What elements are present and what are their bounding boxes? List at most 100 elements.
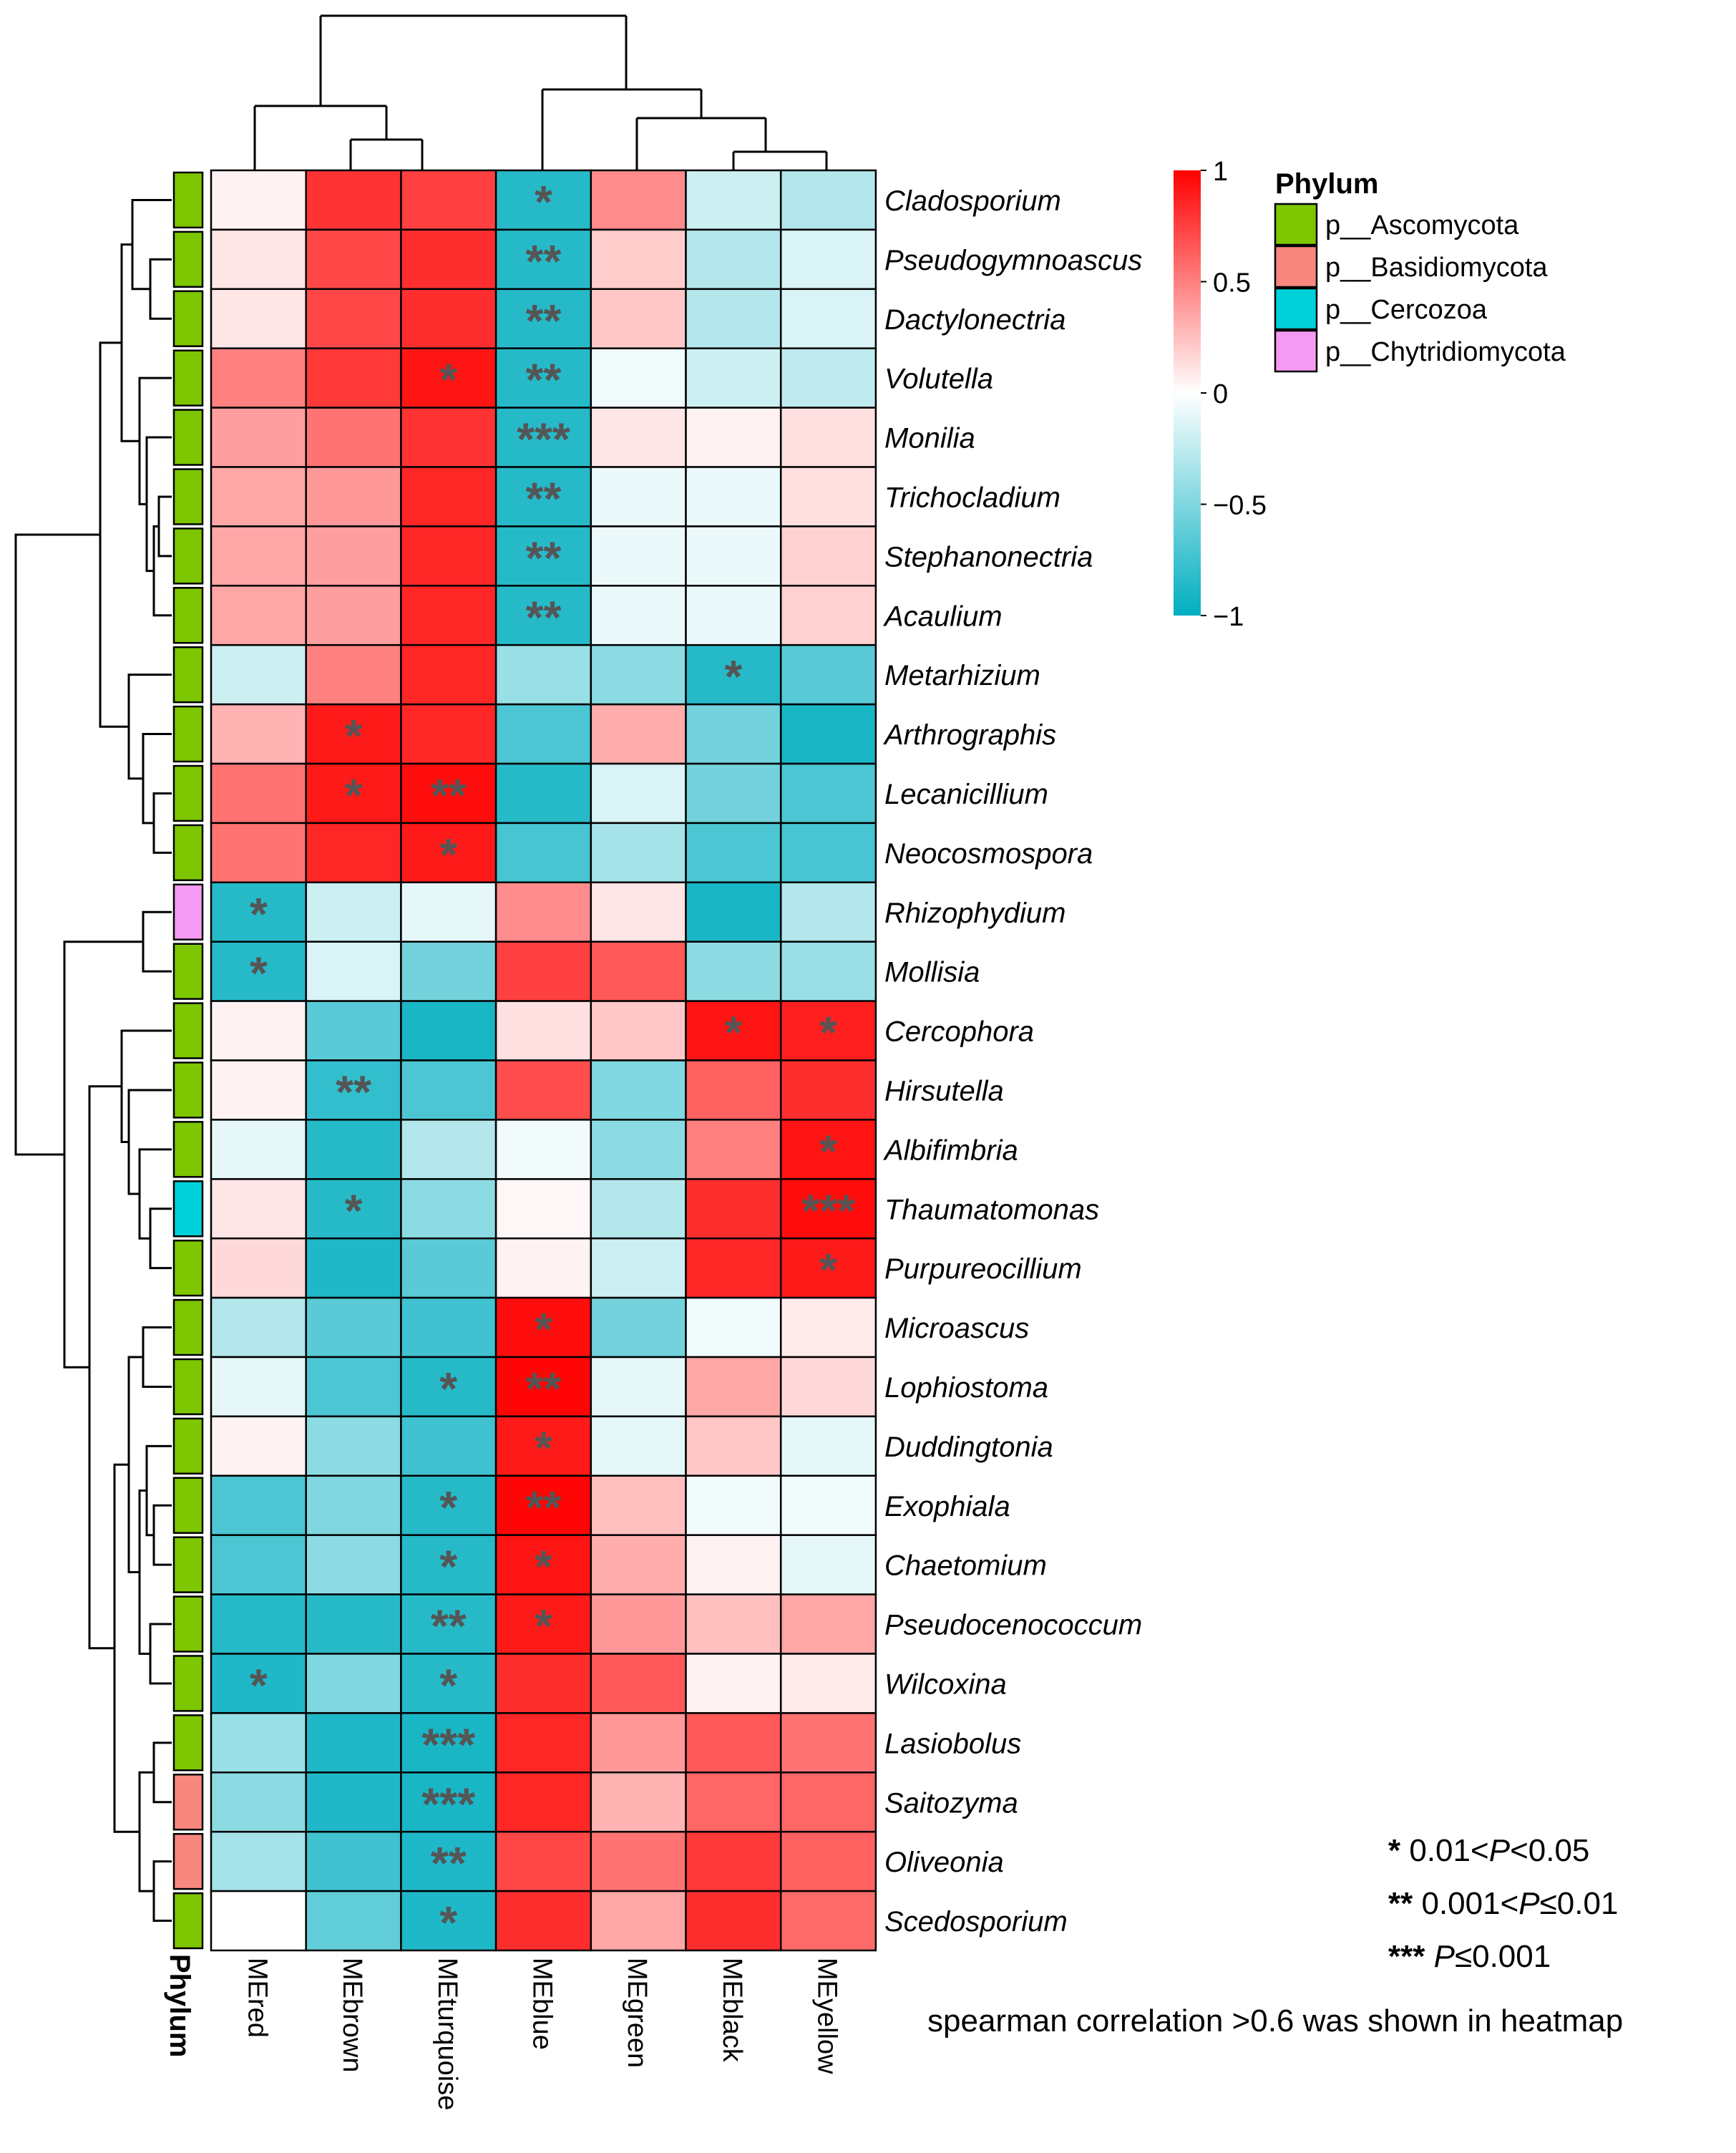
phylum-legend-label: p__Ascomycota bbox=[1325, 210, 1519, 240]
significance-star: ** bbox=[526, 591, 562, 643]
significance-star: ** bbox=[526, 532, 562, 583]
heatmap-cell bbox=[494, 1772, 593, 1833]
phylum-cell bbox=[172, 349, 204, 407]
heatmap-cell bbox=[779, 1712, 877, 1774]
phylum-axis-label: Phylum bbox=[164, 1954, 195, 2057]
significance-star: * bbox=[535, 1422, 552, 1474]
heatmap-cell bbox=[210, 1534, 307, 1595]
heatmap-cell bbox=[305, 1890, 402, 1952]
significance-star: * bbox=[535, 1600, 552, 1652]
heatmap-cell bbox=[494, 1237, 593, 1299]
row-label: Chaetomium bbox=[884, 1550, 1047, 1582]
heatmap-cell bbox=[685, 1712, 782, 1774]
phylum-cell bbox=[172, 1180, 204, 1238]
heatmap-cell bbox=[590, 762, 687, 825]
heatmap-cell bbox=[685, 525, 782, 587]
row-label: Acaulium bbox=[883, 601, 1003, 632]
column-label: MEblack bbox=[717, 1958, 747, 2063]
phylum-cell bbox=[172, 587, 204, 644]
heatmap-cell bbox=[400, 941, 497, 1002]
phylum-cell bbox=[172, 646, 204, 704]
significance-star: * bbox=[535, 176, 552, 228]
row-label: Arthrographis bbox=[883, 719, 1056, 751]
heatmap-cell bbox=[779, 466, 877, 528]
heatmap-cell bbox=[210, 1415, 307, 1477]
phylum-legend-swatch bbox=[1274, 287, 1318, 331]
row-label: Oliveonia bbox=[884, 1847, 1004, 1878]
heatmap-cell bbox=[210, 822, 307, 884]
heatmap-cell bbox=[400, 1237, 497, 1299]
heatmap-cell bbox=[590, 1415, 687, 1477]
heatmap-cell bbox=[590, 525, 687, 587]
row-label: Purpureocillium bbox=[884, 1253, 1082, 1285]
heatmap-cell bbox=[779, 1000, 877, 1061]
heatmap-cell bbox=[779, 881, 877, 943]
heatmap-cell bbox=[210, 407, 307, 468]
heatmap-cell bbox=[305, 1296, 402, 1359]
phylum-cell bbox=[172, 824, 204, 882]
significance-star: * bbox=[250, 888, 268, 940]
heatmap-cell bbox=[685, 762, 782, 825]
heatmap-cell bbox=[305, 407, 402, 468]
column-label: MEturquoise bbox=[432, 1958, 462, 2110]
heatmap-cell bbox=[590, 1356, 687, 1418]
heatmap-cell bbox=[400, 643, 497, 706]
heatmap-cell bbox=[210, 1653, 307, 1714]
heatmap-cell bbox=[305, 1474, 402, 1536]
heatmap-cell bbox=[685, 941, 782, 1002]
heatmap-cell bbox=[305, 1119, 402, 1180]
column-label: MEyellow bbox=[812, 1958, 842, 2074]
heatmap-cell bbox=[685, 585, 782, 646]
heatmap-cell bbox=[685, 1593, 782, 1655]
significance-legend: * 0.01<P<0.05 ** 0.001<P≤0.01 *** P≤0.001 bbox=[1388, 1833, 1618, 1974]
heatmap-cell bbox=[305, 762, 402, 825]
significance-star: * bbox=[819, 1244, 837, 1296]
heatmap-cell bbox=[305, 1356, 402, 1418]
heatmap-cell bbox=[779, 228, 877, 291]
heatmap-cell bbox=[779, 703, 877, 765]
heatmap-cell bbox=[305, 822, 402, 884]
phylum-legend: Phylum p__Ascomycota p__Basidiomycota p__Ce… bbox=[1274, 168, 1566, 373]
heatmap-cell bbox=[494, 1119, 593, 1180]
heatmap-cell bbox=[685, 1415, 782, 1477]
heatmap-cell bbox=[210, 703, 307, 765]
heatmap-cell bbox=[494, 1178, 593, 1240]
row-label: Exophiala bbox=[884, 1491, 1010, 1522]
heatmap-cell bbox=[494, 822, 593, 884]
significance-star: * bbox=[345, 1185, 363, 1236]
heatmap-cells bbox=[210, 169, 877, 1952]
significance-star: *** bbox=[517, 414, 570, 465]
heatmap-cell bbox=[400, 1059, 497, 1121]
heatmap-cell bbox=[685, 703, 782, 765]
heatmap-cell bbox=[305, 169, 402, 231]
significance-stars: ****** ************** ****** ***** ****** ***… bbox=[250, 176, 855, 1948]
heatmap-cell bbox=[210, 1830, 307, 1892]
heatmap-cell bbox=[210, 1237, 307, 1299]
heatmap-cell bbox=[590, 881, 687, 943]
phylum-cell bbox=[172, 1417, 204, 1475]
row-label: Lecanicillium bbox=[884, 779, 1048, 810]
color-scale-bar bbox=[1174, 170, 1201, 616]
heatmap-cell bbox=[210, 1000, 307, 1061]
heatmap-cell bbox=[685, 1474, 782, 1536]
heatmap-cell bbox=[779, 1356, 877, 1418]
heatmap-cell bbox=[590, 1059, 687, 1121]
significance-star: * bbox=[439, 1482, 457, 1533]
heatmap-cell bbox=[210, 288, 307, 349]
heatmap-cell bbox=[685, 228, 782, 291]
phylum-cell bbox=[172, 1832, 204, 1890]
heatmap-cell bbox=[590, 585, 687, 646]
heatmap-cell bbox=[590, 228, 687, 291]
heatmap-cell bbox=[400, 1474, 497, 1536]
heatmap-cell bbox=[210, 1474, 307, 1536]
heatmap-cell bbox=[779, 643, 877, 706]
row-label: Volutella bbox=[884, 364, 993, 395]
heatmap-cell bbox=[590, 1830, 687, 1892]
phylum-color-strip bbox=[172, 171, 204, 1950]
heatmap-cell bbox=[779, 1178, 877, 1240]
phylum-cell bbox=[172, 1239, 204, 1297]
heatmap-cell bbox=[685, 1890, 782, 1952]
heatmap-cell bbox=[590, 1119, 687, 1180]
significance-star: * bbox=[439, 1541, 457, 1593]
